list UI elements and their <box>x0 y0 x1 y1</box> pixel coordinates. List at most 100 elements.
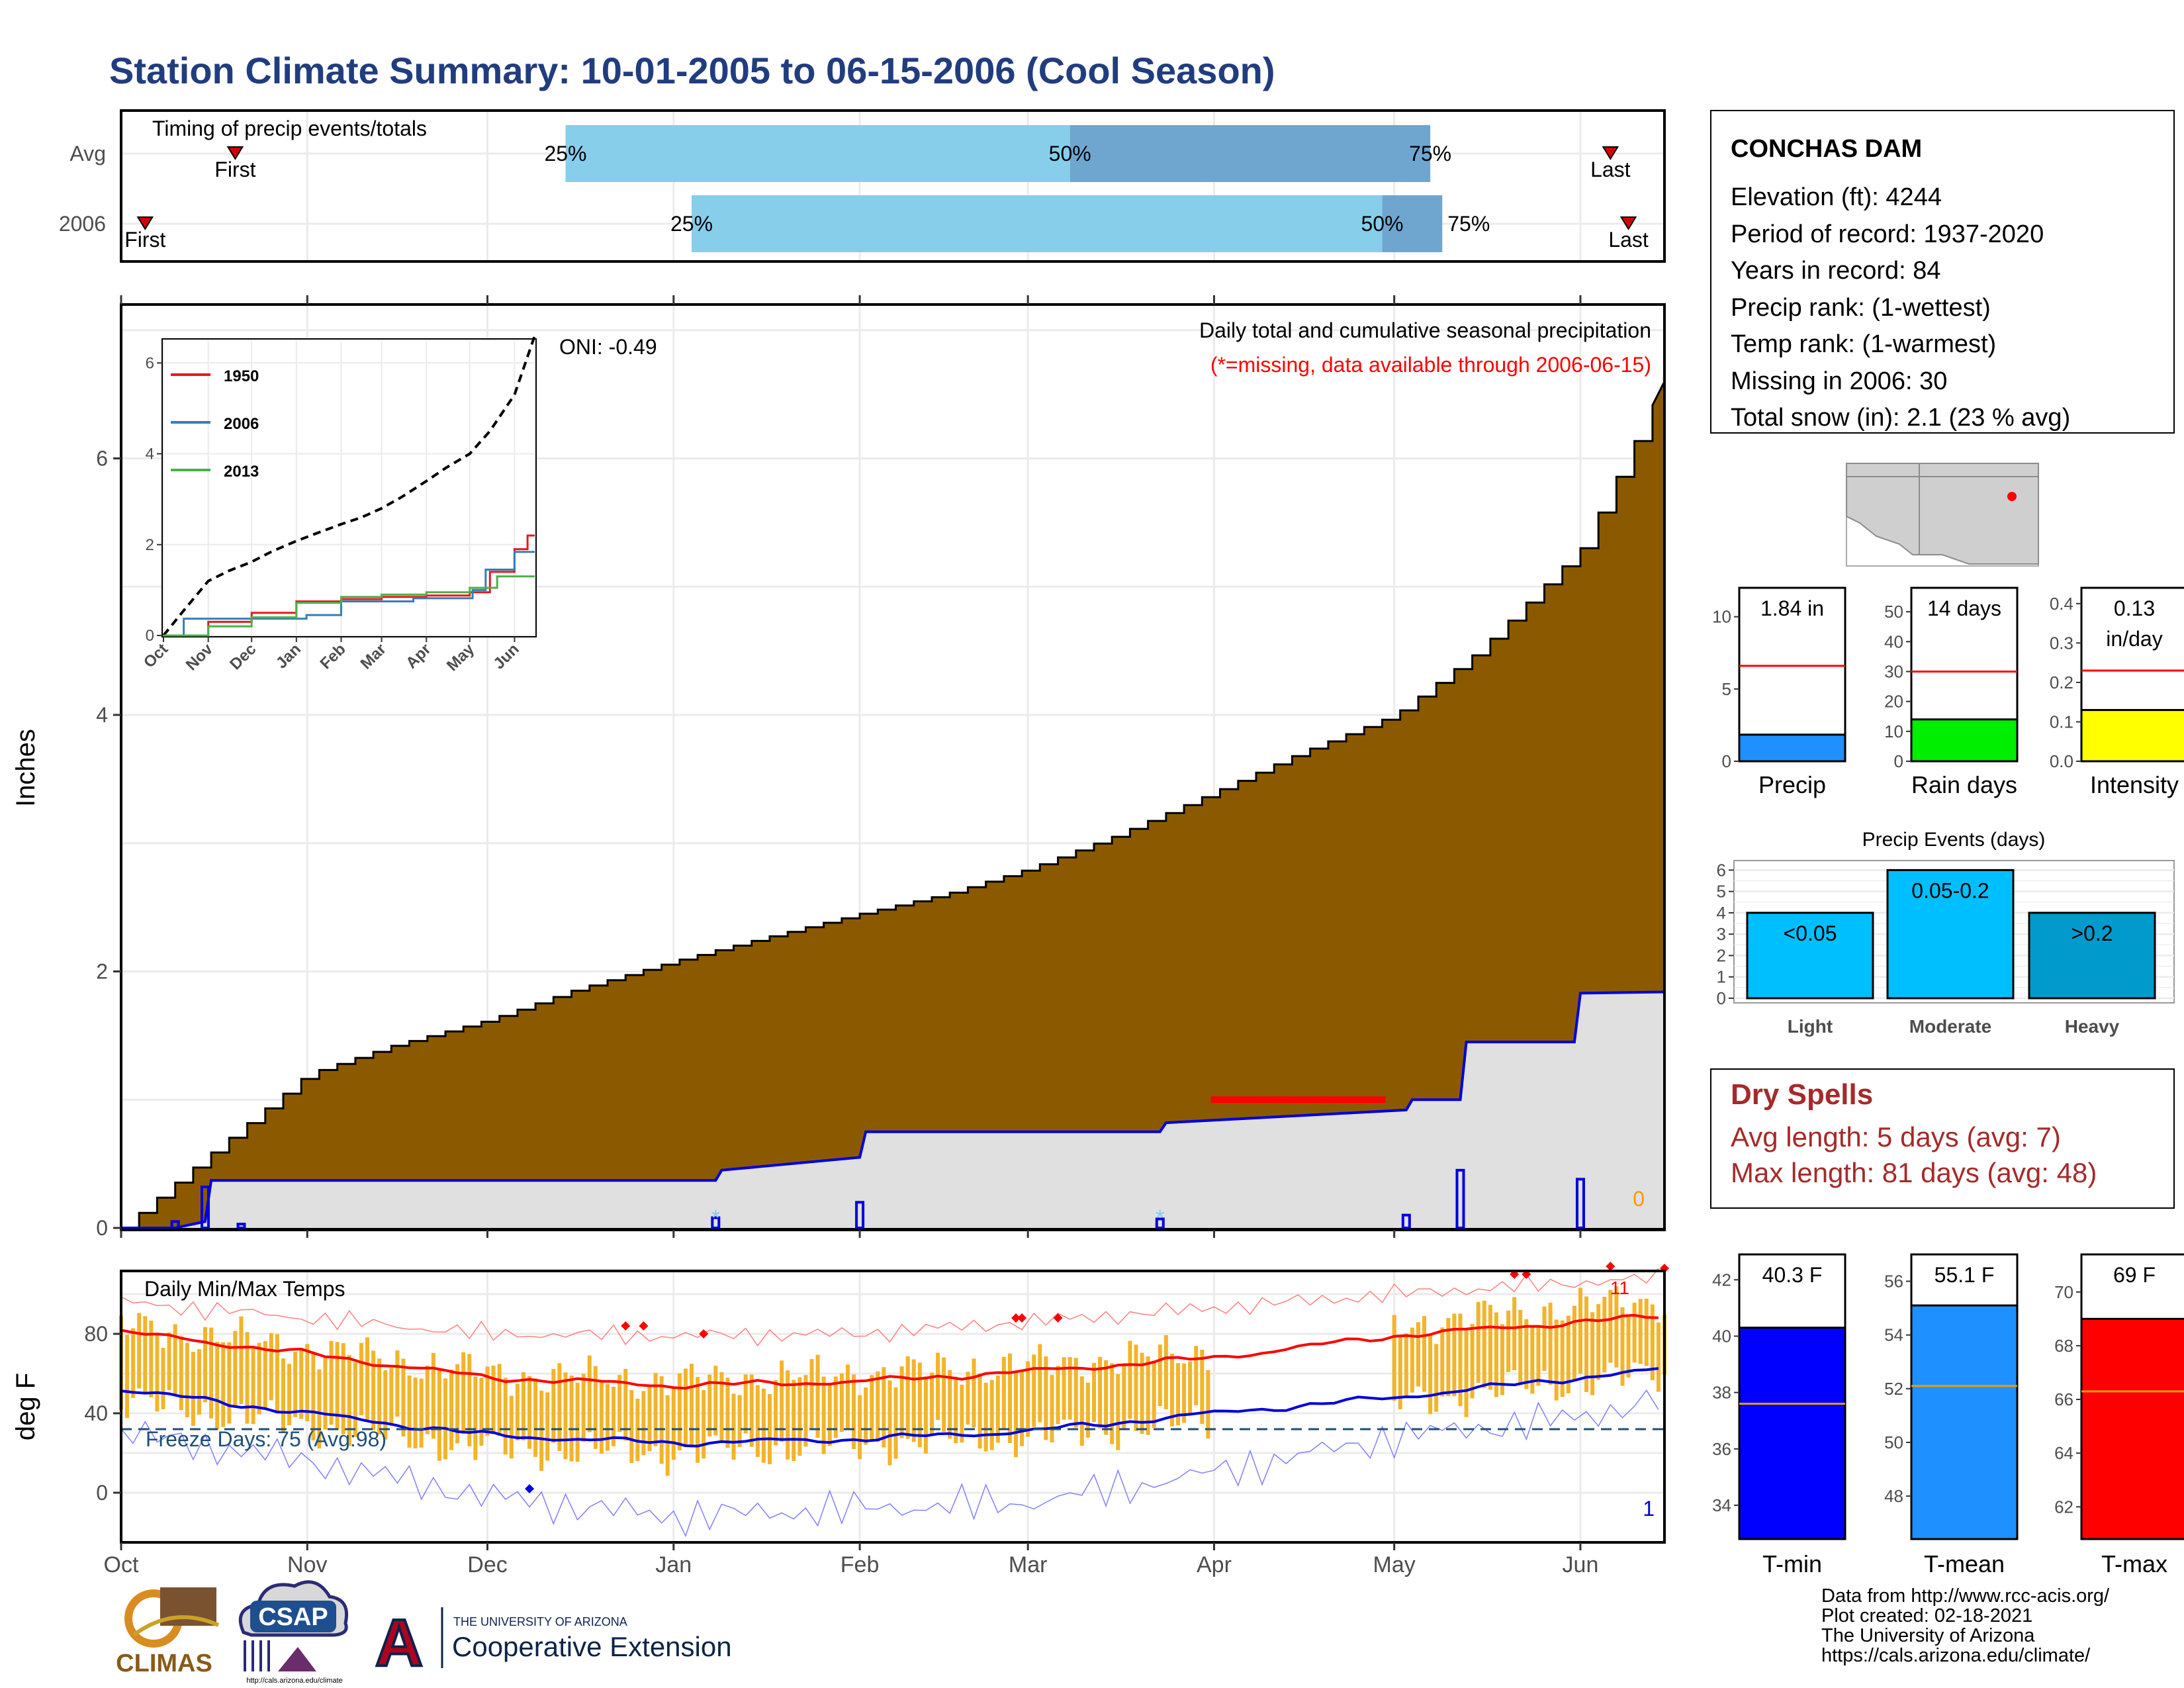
daily-temp-bar <box>845 1364 850 1429</box>
missing-day-marker <box>1252 1096 1259 1103</box>
metric-ytick-label: 70 <box>2054 1282 2073 1302</box>
ua-small-text: THE UNIVERSITY OF ARIZONA <box>453 1615 627 1628</box>
inset-legend: 1950 2006 2013 <box>171 367 259 481</box>
metric-ytick-label: 56 <box>1884 1272 1903 1291</box>
daily-temp-bar <box>569 1375 574 1462</box>
daily-temp-bar <box>887 1380 892 1466</box>
daily-temp-bar <box>1176 1363 1181 1426</box>
daily-temp-bar <box>1098 1356 1103 1429</box>
daily-temp-bar <box>833 1376 838 1438</box>
avg-min-line <box>120 1367 1659 1448</box>
timing-bar-50-75-2006 <box>1382 195 1443 252</box>
daily-temp-bar <box>1014 1372 1019 1458</box>
metric-ytick-label: 30 <box>1884 661 1903 681</box>
timing-bar-25-50-Avg <box>565 125 1070 182</box>
metric-ytick-label: 38 <box>1712 1383 1731 1403</box>
daily-temp-bar <box>936 1352 940 1420</box>
timing-last-label: Last <box>1608 228 1649 252</box>
temp-metric-charts: 34 36 38 40 42 40.3 F T-min 48 50 52 54 56 55.1 F T-m… <box>1712 1253 2184 1577</box>
daily-temp-bar <box>713 1366 718 1436</box>
missing-day-marker <box>1216 1096 1224 1103</box>
daily-temp-bar <box>209 1327 214 1419</box>
daily-temp-bar <box>743 1374 748 1434</box>
daily-temp-bar <box>1404 1333 1408 1397</box>
daily-temp-bar <box>551 1369 556 1443</box>
daily-temp-bar <box>419 1378 424 1448</box>
events-ytick-label: 4 <box>1717 903 1726 923</box>
missing-day-marker <box>1343 1096 1350 1103</box>
daily-temp-bar <box>839 1373 844 1432</box>
daily-temp-bar <box>995 1376 1000 1443</box>
daily-temp-bar <box>1001 1356 1006 1430</box>
record-low-marker <box>525 1484 535 1493</box>
daily-temp-bar <box>515 1383 520 1440</box>
daily-temp-bar <box>1422 1316 1427 1392</box>
daily-temp-bar <box>425 1365 430 1434</box>
timing-panel: Timing of precip events/totals Avg 2006 … <box>59 109 1666 263</box>
metric-ytick-label: 68 <box>2054 1336 2073 1356</box>
timing-first-label: First <box>124 228 165 252</box>
events-bar-Light <box>1746 912 1874 1000</box>
timing-q25-label: 25% <box>544 142 586 165</box>
metric-value-label: 55.1 F <box>1934 1263 1995 1287</box>
missing-day-marker <box>1283 1096 1290 1103</box>
daily-temp-bar <box>269 1333 273 1401</box>
daily-temp-bar <box>467 1354 472 1446</box>
metric-ytick-label: 10 <box>1712 607 1731 627</box>
timing-row-label-2006: 2006 <box>59 212 106 236</box>
precip-missing-note: (*=missing, data available through 2006-… <box>1210 353 1651 377</box>
daily-temp-bar <box>1026 1361 1030 1437</box>
metric-ytick-label: 50 <box>1884 1432 1903 1452</box>
daily-temp-bar <box>972 1358 976 1428</box>
daily-temp-bar <box>539 1390 544 1471</box>
metric-ytick-label: 52 <box>1884 1379 1903 1399</box>
daily-temp-bar <box>437 1369 441 1461</box>
daily-precip-bar <box>711 1216 721 1229</box>
precip-ytick-label: 0 <box>96 1216 108 1240</box>
metric-ytick-label: 54 <box>1884 1325 1903 1345</box>
daily-temp-bar <box>593 1366 598 1449</box>
metric-ytick-label: 0.0 <box>2050 751 2073 771</box>
daily-temp-bar <box>1392 1315 1396 1401</box>
timing-first-marker <box>226 146 244 160</box>
record-high-marker <box>699 1329 709 1338</box>
missing-day-marker <box>1259 1096 1266 1103</box>
events-category-label: Light <box>1788 1016 1833 1037</box>
daily-temp-bar <box>719 1372 724 1441</box>
daily-temp-bar <box>503 1378 508 1455</box>
daily-temp-bar <box>239 1316 244 1404</box>
daily-temp-bar <box>749 1374 754 1447</box>
precip-corner-value: 0 <box>1633 1187 1645 1211</box>
missing-day-marker <box>1330 1096 1338 1103</box>
daily-temp-bar <box>809 1359 814 1430</box>
daily-temp-bar <box>263 1341 267 1409</box>
daily-temp-bar <box>155 1335 159 1412</box>
daily-temp-bar <box>203 1327 208 1403</box>
daily-temp-bar <box>870 1375 874 1441</box>
daily-temp-bar <box>1518 1309 1523 1385</box>
missing-day-marker <box>1300 1096 1308 1103</box>
station-years: Years in record: 84 <box>1731 257 1941 285</box>
daily-temp-bar <box>1079 1376 1084 1446</box>
daily-temp-bar <box>323 1357 328 1430</box>
daily-temp-bar <box>521 1372 525 1440</box>
inset-ytick-label: 2 <box>146 536 154 554</box>
daily-temp-bar <box>1548 1302 1553 1385</box>
metric-ytick-label: 40 <box>1884 632 1903 651</box>
metric-frame-Precip <box>1738 586 1846 763</box>
daily-temp-bar <box>1434 1344 1439 1412</box>
metric-ytick-label: 36 <box>1712 1439 1731 1459</box>
footer-credits: Data from http://www.rcc-acis.org/ Plot … <box>1821 1585 2110 1666</box>
events-ytick-label: 1 <box>1717 967 1726 987</box>
footer-line-3: The University of Arizona <box>1821 1625 2035 1646</box>
daily-temp-bar <box>1134 1344 1138 1431</box>
daily-temp-bar <box>293 1352 298 1417</box>
daily-temp-bar <box>473 1376 478 1460</box>
missing-day-marker <box>1318 1096 1326 1103</box>
daily-temp-bar <box>491 1365 496 1434</box>
daily-temp-bar <box>1638 1299 1643 1364</box>
daily-temp-bar <box>1152 1360 1156 1428</box>
daily-temp-bar <box>1656 1322 1661 1392</box>
